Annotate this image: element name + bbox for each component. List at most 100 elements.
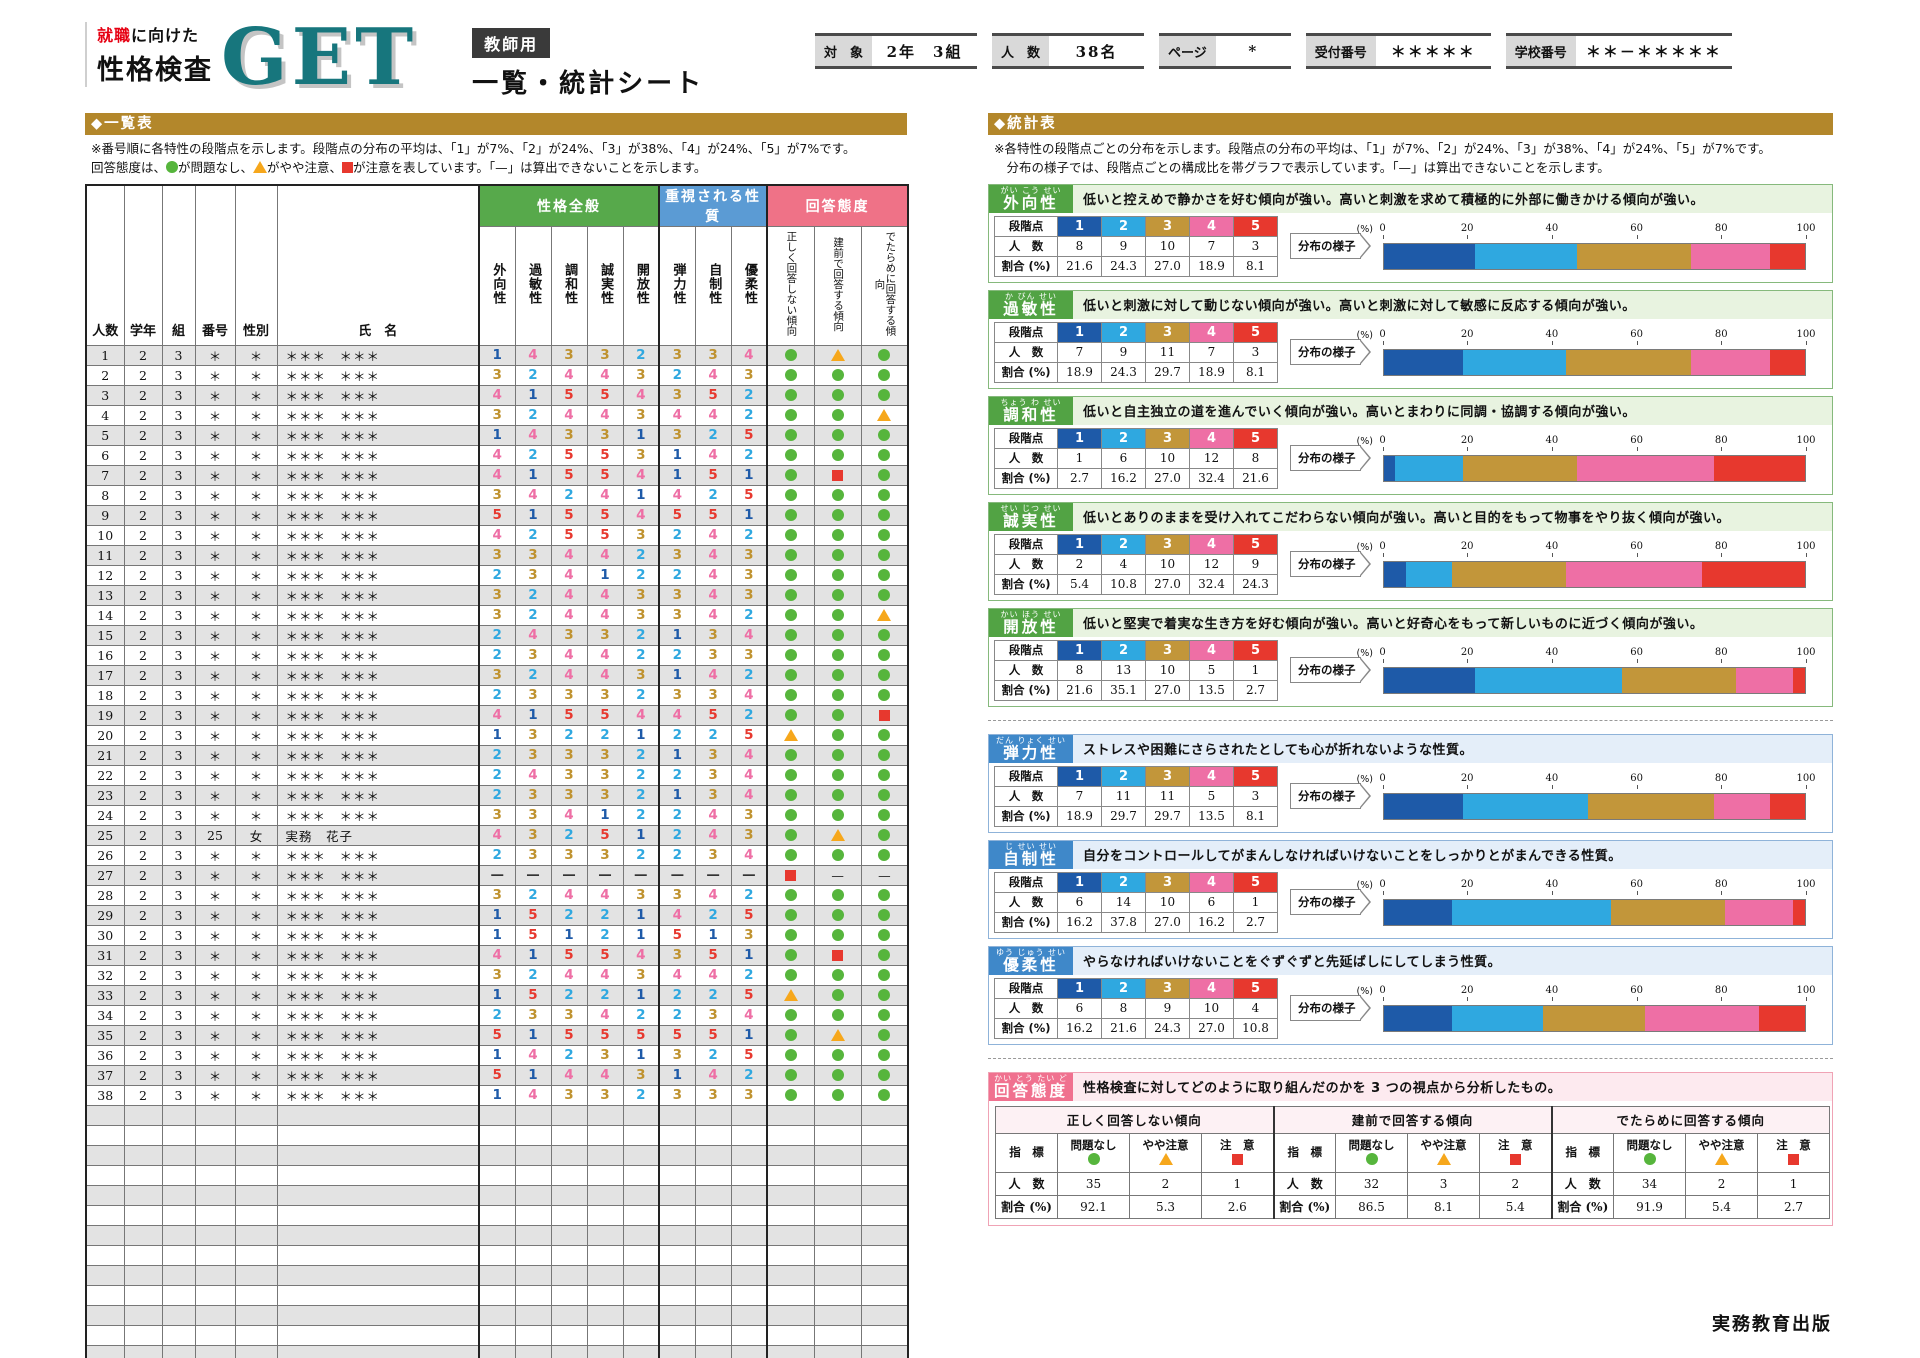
empty-cell (85, 1344, 125, 1358)
empty-cell (694, 1204, 732, 1226)
empty-cell (730, 1224, 768, 1246)
score-cell: 4 (550, 544, 588, 566)
score-cell: 3 (694, 764, 732, 786)
ok-circle-icon (784, 468, 797, 481)
list-row: 16 2 3 ＊＊＊＊＊ ＊＊＊ 2 3 4 4 2 2 3 3 (85, 644, 909, 666)
list-row: 7 2 3 ＊＊＊＊＊ ＊＊＊ 4 1 5 5 4 1 5 1 (85, 464, 909, 486)
percent-cell: 5.4 (1479, 1194, 1553, 1219)
attitude-cell (860, 704, 909, 726)
student-cell: 3 (161, 624, 196, 646)
ok-circle-icon (878, 788, 891, 801)
ok-circle-icon (831, 728, 844, 741)
count-cell: 11 (1101, 785, 1146, 807)
student-cell: 27 (85, 864, 125, 886)
score-cell: 3 (550, 344, 588, 366)
stats-section: か びん せい 過敏性 低いと刺激に対して動じない傾向が強い。高いと刺激に対して敏感… (988, 289, 1833, 389)
student-cell: 2 (123, 424, 163, 446)
grade-cell: 1 (1057, 765, 1102, 787)
student-name: ＊＊＊ ＊＊＊ (276, 1064, 480, 1086)
row-label: 割合 (%) (994, 573, 1058, 595)
attitude-cell (813, 424, 862, 446)
list-row: 10 2 3 ＊＊＊＊＊ ＊＊＊ 4 2 5 5 3 2 4 2 (85, 524, 909, 546)
score-cell: 4 (730, 744, 768, 766)
student-cell: 2 (123, 844, 163, 866)
empty-cell (194, 1144, 236, 1166)
chart-axis: (%) 0 20 40 60 80 100 (1357, 328, 1816, 345)
axis-tick-label: 80 (1714, 328, 1728, 340)
count-cell: 12 (1189, 553, 1234, 575)
score-cell: 1 (514, 464, 552, 486)
group-header-green: 性格全般 (477, 184, 660, 227)
attitude-cell (860, 1084, 909, 1106)
list-row: 20 2 3 ＊＊＊＊＊ ＊＊＊ 1 3 2 2 1 2 2 5 (85, 724, 909, 746)
attitude-cell (766, 364, 815, 386)
axis-tick-label: 100 (1796, 222, 1816, 234)
list-row: 2 2 3 ＊＊＊＊＊ ＊＊＊ 3 2 4 4 3 2 4 3 (85, 364, 909, 386)
count-cell: 10 (1145, 447, 1190, 469)
score-cell: 4 (622, 944, 660, 966)
attitude-cell (813, 504, 862, 526)
score-cell: 3 (622, 664, 660, 686)
score-cell: 1 (586, 804, 624, 826)
score-cell: 5 (694, 1024, 732, 1046)
student-cell: ＊ (194, 444, 236, 466)
ok-circle-icon (878, 808, 891, 821)
count-cell: 4 (1233, 997, 1278, 1019)
attitude-cell (860, 964, 909, 986)
row-label: 人 数 (1550, 1171, 1615, 1196)
score-cell: 4 (478, 704, 516, 726)
ok-circle-icon (784, 1088, 797, 1101)
trait-label: かい ほう せい 開放性 (989, 608, 1073, 637)
percent-cell: 32.4 (1189, 573, 1234, 595)
stats-section-header: ゆう じゅう せい 優柔性 やらなければいけないことをぐずぐずと先延ばしにしてしまう… (989, 946, 1832, 975)
score-cell: 1 (514, 1064, 552, 1086)
score-cell: 3 (550, 764, 588, 786)
stats-note-1: ※各特性の段階点ごとの分布を示します。段階点の分布の平均は、「1」が7%、「2」… (994, 141, 1771, 156)
axis-tick (1382, 784, 1384, 789)
score-cell: 3 (586, 424, 624, 446)
empty-cell (276, 1204, 480, 1226)
trait-column-header: 優柔性 (730, 225, 768, 346)
score-cell: 3 (586, 624, 624, 646)
row-label: 段階点 (994, 533, 1058, 555)
axis-tick (1382, 234, 1384, 239)
score-cell: 2 (658, 824, 696, 846)
score-cell: 3 (658, 384, 696, 406)
axis-tick-label: 40 (1545, 772, 1559, 784)
student-cell: 3 (161, 504, 196, 526)
caution-triangle-icon (830, 1028, 845, 1041)
empty-cell (586, 1184, 624, 1206)
bar-segment-grade2 (1394, 455, 1464, 481)
distribution-arrow-label: 分布の様子 (1290, 657, 1370, 684)
ok-circle-icon (831, 668, 844, 681)
attitude-description: 性格検査に対してどのように取り組んだのかを 3 つの視点から分析したもの。 (1083, 1081, 1562, 1097)
score-cell: 2 (550, 724, 588, 746)
bar-segment-grade3 (1588, 793, 1714, 819)
distribution-table: 段階点 1 2 3 4 5 人 数 8 13 10 5 1 割合 (%) 21.6 35.1 27.0 13.5… (994, 639, 1278, 701)
score-cell: 3 (658, 604, 696, 626)
score-cell: 3 (694, 624, 732, 646)
student-cell: 2 (123, 644, 163, 666)
ok-circle-icon (878, 768, 891, 781)
student-cell: 2 (123, 924, 163, 946)
axis-tick (1636, 658, 1638, 663)
list-row: 36 2 3 ＊＊＊＊＊ ＊＊＊ 1 4 2 3 1 3 2 5 (85, 1044, 909, 1066)
score-cell: 4 (550, 1064, 588, 1086)
student-cell: ＊ (194, 664, 236, 686)
score-cell: 1 (478, 984, 516, 1006)
ok-circle-icon (784, 668, 797, 681)
score-cell: 4 (478, 444, 516, 466)
empty-cell (85, 1144, 125, 1166)
score-cell: 3 (694, 1004, 732, 1026)
score-cell: 5 (658, 504, 696, 526)
bar-segment-grade1 (1383, 1005, 1452, 1031)
student-name: ＊＊＊ ＊＊＊ (276, 404, 480, 426)
student-cell: ＊ (194, 424, 236, 446)
grade-cell: 2 (1101, 977, 1146, 999)
ok-circle-icon (878, 728, 891, 741)
list-row: 15 2 3 ＊＊＊＊＊ ＊＊＊ 2 4 3 3 2 1 3 4 (85, 624, 909, 646)
attitude-cell (813, 544, 862, 566)
empty-cell (694, 1324, 732, 1346)
empty-cell (586, 1224, 624, 1246)
indicator-label: 注 意 (1498, 1137, 1533, 1152)
